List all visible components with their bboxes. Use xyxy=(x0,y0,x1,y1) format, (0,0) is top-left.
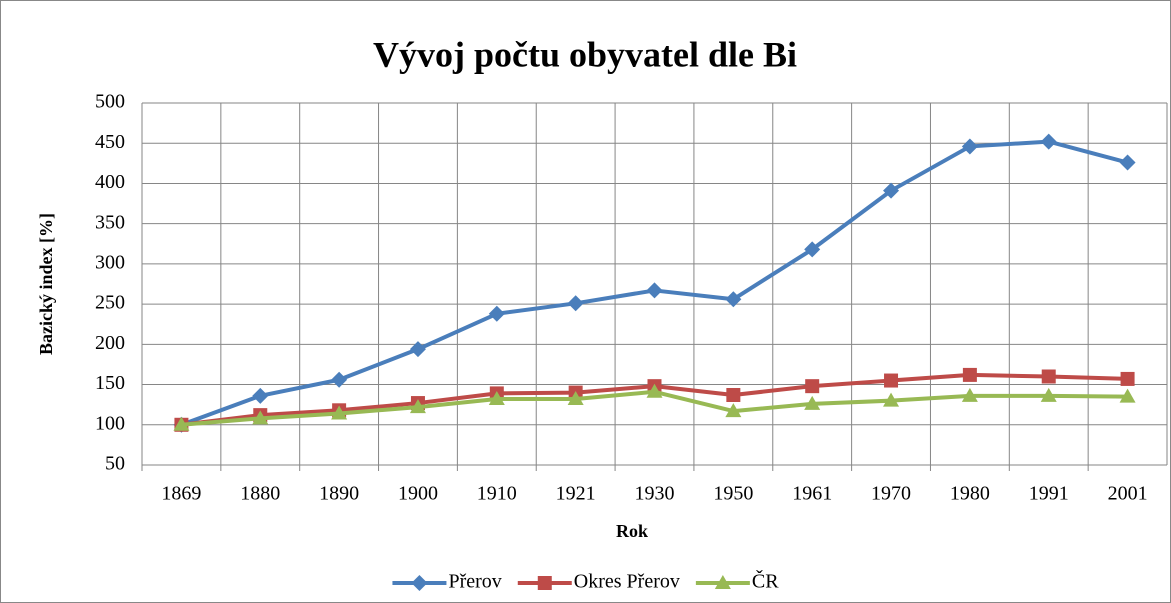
y-tick-label: 450 xyxy=(95,131,125,153)
marker xyxy=(961,387,978,402)
y-tick-label: 500 xyxy=(95,91,125,113)
marker xyxy=(725,291,742,308)
y-axis-label: Bazický index [%] xyxy=(36,213,56,355)
y-tick-label: 250 xyxy=(95,292,125,314)
marker xyxy=(537,576,552,590)
marker xyxy=(1040,133,1057,150)
legend-label: ČR xyxy=(752,569,779,593)
marker xyxy=(804,395,821,410)
marker xyxy=(1119,154,1136,171)
marker xyxy=(567,391,584,406)
x-axis-label: Rok xyxy=(616,521,648,541)
marker xyxy=(1119,388,1136,403)
legend-label: Okres Přerov xyxy=(574,571,680,593)
marker xyxy=(1120,371,1135,386)
marker xyxy=(331,371,348,388)
y-tick-label: 400 xyxy=(95,171,125,193)
marker xyxy=(962,367,977,382)
x-tick-label: 1921 xyxy=(556,483,596,505)
y-tick-label: 50 xyxy=(105,453,125,475)
chart-title: Vývoj počtu obyvatel dle Bi xyxy=(373,34,797,74)
x-tick-label: 1950 xyxy=(713,483,753,505)
marker xyxy=(714,575,731,589)
marker xyxy=(646,383,663,398)
x-tick-label: 1980 xyxy=(950,483,990,505)
x-tick-label: 1991 xyxy=(1029,483,1069,505)
marker xyxy=(961,138,978,155)
marker xyxy=(646,282,663,299)
marker xyxy=(725,403,742,418)
marker xyxy=(411,575,428,591)
marker xyxy=(883,392,900,407)
x-tick-label: 1970 xyxy=(871,483,911,505)
marker xyxy=(884,373,899,388)
marker xyxy=(331,405,348,420)
x-tick-label: 1930 xyxy=(635,483,675,505)
marker xyxy=(804,241,821,258)
marker xyxy=(409,399,426,414)
marker xyxy=(173,416,190,431)
marker xyxy=(805,379,820,394)
legend-label: Přerov xyxy=(448,571,501,593)
legend: Přerov Okres Přerov ČR xyxy=(392,569,779,593)
marker xyxy=(488,391,505,406)
y-tick-label: 150 xyxy=(95,372,125,394)
y-tick-label: 100 xyxy=(95,412,125,434)
x-tick-label: 1890 xyxy=(319,483,359,505)
y-tick-label: 350 xyxy=(95,211,125,233)
y-tick-label: 300 xyxy=(95,251,125,273)
x-tick-label: 1900 xyxy=(398,483,438,505)
y-tick-label: 200 xyxy=(95,332,125,354)
marker xyxy=(726,388,741,403)
marker xyxy=(409,341,426,358)
marker xyxy=(252,410,269,425)
x-tick-label: 1961 xyxy=(792,483,832,505)
marker xyxy=(567,295,584,312)
x-tick-label: 2001 xyxy=(1108,483,1148,505)
marker xyxy=(1040,387,1057,402)
x-tick-label: 1869 xyxy=(161,483,201,505)
marker xyxy=(488,305,505,322)
marker xyxy=(252,387,269,404)
marker xyxy=(883,182,900,199)
marker xyxy=(1041,369,1056,384)
x-tick-label: 1880 xyxy=(240,483,280,505)
x-tick-label: 1910 xyxy=(477,483,517,505)
